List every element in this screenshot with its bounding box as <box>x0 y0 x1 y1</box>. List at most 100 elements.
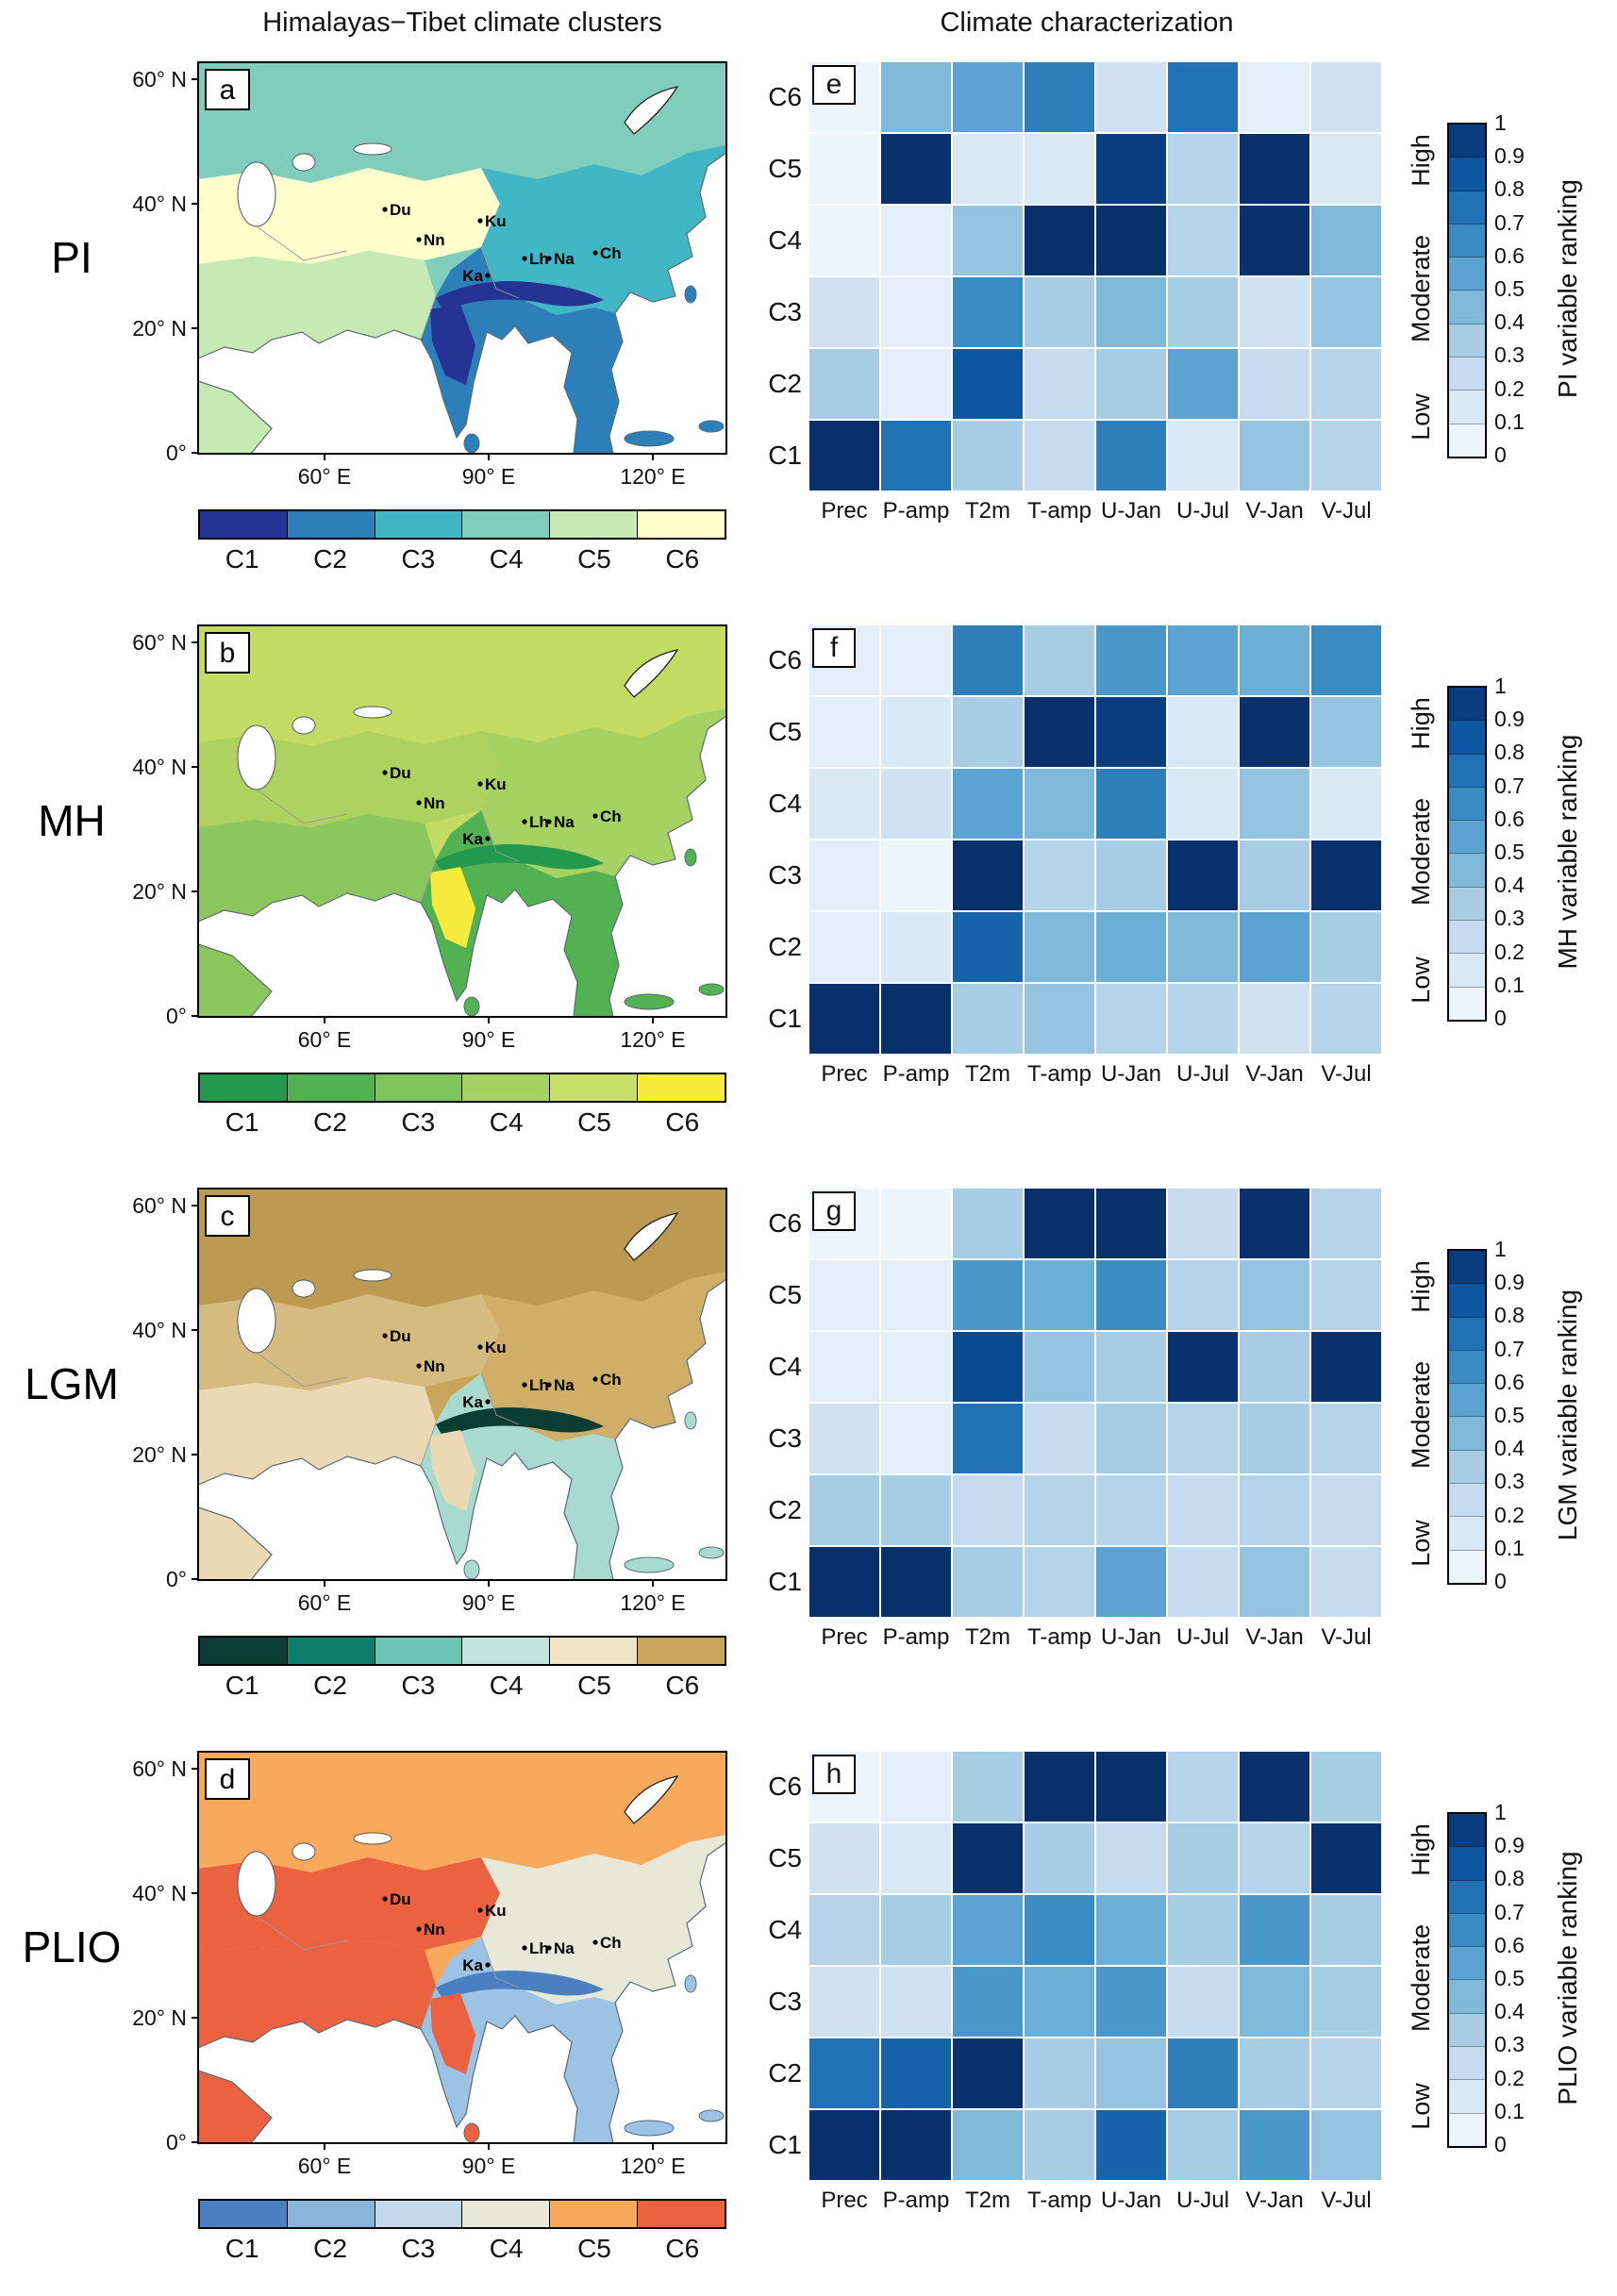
heatmap-panel-e: C6 C5 C4 C3 C2 C1 Prec P-amp T2m T-amp U-Jan U-Jul V… <box>755 43 1406 607</box>
lon-tick-label: 120° E <box>620 2154 685 2178</box>
lat-tick-label: 20° N <box>132 316 187 341</box>
cluster-label: C4 <box>489 1671 524 1700</box>
heatmap-cell-C6-V-Jul <box>1311 62 1381 132</box>
colorbar-qual-label-low: Low <box>1407 957 1435 1004</box>
heatmap-cell-C2-U-Jan <box>1096 1475 1166 1545</box>
heatmap-cell-C2-V-Jan <box>1240 349 1309 419</box>
city-label-Lh: Lh <box>529 1376 549 1394</box>
city-label-Du: Du <box>390 764 411 782</box>
cluster-label: C6 <box>665 1671 700 1700</box>
heatmap-cell-C1-V-Jan <box>1240 1547 1309 1617</box>
city-marker-Ka <box>485 1962 491 1968</box>
island-sri-lanka <box>463 2122 480 2143</box>
colorbar-tick-label: 0 <box>1494 442 1507 467</box>
colorbar-tick-label: 0.3 <box>1494 2032 1525 2057</box>
heatmap-cell-C3-T2m <box>953 1967 1023 2037</box>
ranking-colorbar-MH: 1 0.9 0.8 0.7 0.6 0.5 0.4 0.3 0.2 0.1 0 High Moderat… <box>1406 607 1617 1170</box>
lon-tick-label: 60° E <box>298 1590 352 1615</box>
heatmap-cell-C6-U-Jul <box>1168 62 1238 132</box>
colorbar-segment <box>1449 1880 1485 1914</box>
panel-letter-box: d <box>205 1758 250 1800</box>
city-label-Lh: Lh <box>529 813 549 831</box>
heatmap-cell-C4-T-amp <box>1025 1895 1094 1965</box>
colorbar-segment <box>1449 688 1485 722</box>
cluster-color-C5 <box>550 2201 639 2227</box>
colorbar-segment <box>1449 887 1485 922</box>
heatmap-col-label-T-amp: T-amp <box>1026 1624 1092 1650</box>
heatmap-cell-C4-U-Jan <box>1096 1332 1166 1402</box>
heatmap-cell-C2-T2m <box>953 912 1023 982</box>
heatmap-row-label-C4: C4 <box>768 1352 802 1381</box>
heatmap-cell-C6-U-Jul <box>1168 625 1238 695</box>
heatmap-cell-C1-V-Jul <box>1311 421 1381 491</box>
city-label-Ku: Ku <box>485 1339 507 1356</box>
colorbar-segment <box>1449 721 1485 755</box>
colorbar-segment <box>1449 1284 1485 1318</box>
lake-baikal <box>624 649 679 698</box>
colorbar-segment <box>1449 2013 1485 2048</box>
panel-letter-box: a <box>205 69 250 110</box>
map-panel-d: Du Nn Ku Ka Lh Na Ch 60° N 40° N 20° N 0° 60° E 90° … <box>132 1733 755 2296</box>
heatmap-cell-C5-T-amp <box>1025 697 1094 767</box>
heatmap-cell-C1-T2m <box>953 2110 1023 2180</box>
heatmap-cell-C1-T2m <box>953 1547 1023 1617</box>
cluster-colorbar-MH <box>198 1073 726 1103</box>
lat-tick-label: 20° N <box>132 1442 187 1467</box>
panel-letter: b <box>220 638 236 669</box>
cluster-label: C5 <box>577 544 611 574</box>
heatmap-cell-C6-P-amp <box>881 62 951 132</box>
colorbar-segment <box>1449 358 1485 391</box>
city-label-Ch: Ch <box>600 807 622 825</box>
heatmap-row-label-C4: C4 <box>768 789 802 818</box>
colorbar-segment <box>1449 1517 1485 1551</box>
city-label-Na: Na <box>554 1376 575 1394</box>
panel-letter-box: c <box>205 1195 250 1237</box>
heatmap-cell-C6-P-amp <box>881 625 951 695</box>
cluster-label: C1 <box>225 1107 259 1137</box>
heatmap-cell-C3-P-amp <box>881 840 951 910</box>
panel-letter-box: f <box>812 628 856 668</box>
cluster-label: C3 <box>401 544 436 574</box>
heatmap-cell-C6-T2m <box>953 1189 1023 1258</box>
heatmap-cell-C2-T2m <box>953 1475 1023 1545</box>
heatmap-cell-C4-V-Jan <box>1240 206 1309 275</box>
cluster-colorbar-LGM <box>198 1636 726 1666</box>
heatmap-cell-C3-U-Jan <box>1096 1967 1166 2037</box>
colorbar-tick-label: 0.3 <box>1494 1469 1525 1494</box>
cluster-label: C6 <box>665 1107 700 1137</box>
heatmap-grid-h <box>809 1752 1381 2180</box>
panel-letter: c <box>221 1201 235 1232</box>
city-label-Na: Na <box>554 813 575 831</box>
lon-tick-label: 60° E <box>298 2154 352 2178</box>
heatmap-cell-C3-T2m <box>953 1404 1023 1473</box>
cluster-label: C3 <box>401 1107 436 1137</box>
heatmap-cell-C1-V-Jan <box>1240 984 1309 1054</box>
heatmap-cell-C6-T-amp <box>1025 62 1094 132</box>
heatmap-row-label-C5: C5 <box>768 1843 802 1872</box>
period-label-PLIO: PLIO <box>22 1922 122 1972</box>
heatmap-cell-C2-V-Jul <box>1311 349 1381 419</box>
cluster-color-C5 <box>550 511 639 538</box>
heatmap-cell-C5-P-amp <box>881 134 951 204</box>
lon-tick-label: 90° E <box>462 1590 516 1615</box>
colorbar-tick-label: 0 <box>1494 2132 1507 2156</box>
colorbar <box>1447 1249 1487 1585</box>
heatmap-row-label-C1: C1 <box>768 441 802 470</box>
heatmap-cell-C3-T2m <box>953 277 1023 347</box>
heatmap-cell-C2-T-amp <box>1025 349 1094 419</box>
heatmap-cell-C5-U-Jul <box>1168 1260 1238 1330</box>
colorbar-tick-label: 1 <box>1494 110 1507 135</box>
heatmap-cell-C5-T2m <box>953 1823 1023 1893</box>
heatmap-cell-C1-U-Jan <box>1096 984 1166 1054</box>
heatmap-col-label-U-Jan: U-Jan <box>1100 498 1162 524</box>
heatmap-panel-g: C6 C5 C4 C3 C2 C1 Prec P-amp T2m T-amp U-Jan U-Jul V… <box>755 1170 1406 1733</box>
lat-tick-label: 40° N <box>132 1318 187 1342</box>
colorbar-tick-label: 0.6 <box>1494 1369 1525 1394</box>
heatmap-cell-C2-U-Jan <box>1096 912 1166 982</box>
cluster-color-C1 <box>200 511 288 538</box>
city-marker-Ch <box>592 813 598 819</box>
heatmap-cell-C3-T-amp <box>1025 1967 1094 2037</box>
colorbar-segment <box>1449 1814 1485 1848</box>
heatmap-cell-C4-U-Jul <box>1168 769 1238 839</box>
heatmap-cell-C5-Prec <box>809 1823 879 1893</box>
